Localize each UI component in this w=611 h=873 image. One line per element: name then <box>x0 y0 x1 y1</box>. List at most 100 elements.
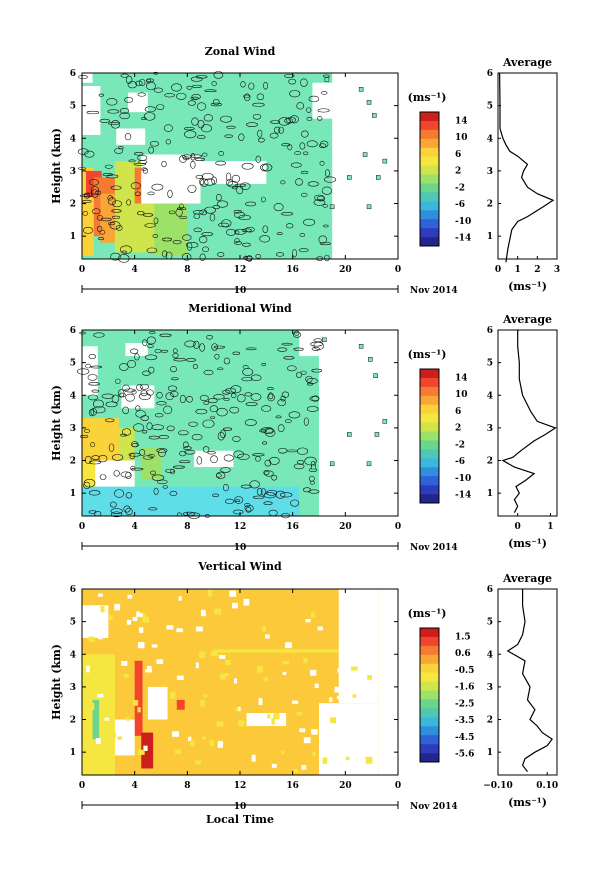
colorbar-swatch <box>420 219 439 229</box>
contour-line <box>262 225 269 233</box>
colorbar-tick-label: -4.5 <box>455 733 474 743</box>
heatmap-cell <box>174 749 181 754</box>
colorbar-tick-label: -0.5 <box>455 666 474 676</box>
colorbar-tick-label: 6 <box>455 407 461 417</box>
contour-line <box>121 250 127 254</box>
heatmap-cell <box>176 699 185 710</box>
contour-line <box>122 384 130 392</box>
contour-line <box>292 249 297 258</box>
average-y-tick-label: 5 <box>487 102 493 112</box>
contour-line <box>263 492 276 499</box>
heatmap-cell <box>223 673 230 677</box>
heatmap-cell <box>265 634 270 639</box>
colorbar-unit: (ms⁻¹) <box>408 91 447 104</box>
heatmap-cell <box>299 330 319 357</box>
contour-line <box>108 443 115 452</box>
contour-line <box>197 119 205 129</box>
contour-line <box>306 140 318 148</box>
data-point <box>366 461 372 467</box>
average-frame <box>497 329 558 517</box>
contour-line <box>140 390 148 397</box>
contour-line <box>78 74 88 80</box>
contour-line <box>301 130 309 138</box>
heatmap-cell <box>330 717 337 724</box>
contour-line <box>233 450 244 459</box>
contour-line <box>84 455 92 464</box>
contour-line <box>255 155 261 163</box>
contour-line <box>284 419 292 424</box>
contour-line <box>214 353 220 360</box>
heatmap-cell <box>140 613 146 618</box>
contour-line <box>110 252 121 261</box>
contour-line <box>131 441 139 448</box>
heatmap-cell <box>219 673 226 680</box>
contour-line <box>305 375 313 383</box>
colorbar-tick-label: -14 <box>455 234 471 244</box>
contour-line <box>134 353 140 361</box>
x-tick-label: 0 <box>395 781 401 791</box>
colorbar-swatch <box>420 156 439 166</box>
average-x-label: (ms⁻¹) <box>508 796 547 809</box>
contour-line <box>232 435 241 442</box>
contour-line <box>141 167 147 171</box>
contour-line <box>286 365 297 372</box>
colorbar-swatch <box>420 458 439 468</box>
contour-line <box>317 116 323 121</box>
contour-line <box>79 331 86 335</box>
y-tick-label: 3 <box>70 167 76 177</box>
average-x-tick-label: 1 <box>547 522 553 532</box>
heatmap-cell <box>293 768 298 774</box>
contour-line <box>131 467 144 471</box>
date-month: Nov 2014 <box>410 802 458 812</box>
contour-line <box>295 178 303 186</box>
contour-line <box>125 492 133 499</box>
contour-line <box>113 470 120 477</box>
average-y-tick-label: 6 <box>487 326 493 336</box>
contour-line <box>300 192 308 197</box>
contour-line <box>141 117 147 121</box>
contour-line <box>100 217 112 222</box>
contour-line <box>99 474 107 480</box>
heatmap-cell <box>229 590 237 597</box>
average-y-tick-label: 1 <box>487 232 493 242</box>
heatmap-cell <box>225 660 231 666</box>
contour-line <box>183 446 192 450</box>
y-tick-label: 1 <box>70 232 76 242</box>
data-point <box>329 461 335 467</box>
average-x-tick-label: 2 <box>534 265 540 275</box>
heatmap-cell <box>361 600 366 605</box>
heatmap-cell <box>251 754 256 762</box>
heatmap-cell <box>169 692 176 699</box>
panel-title: Zonal Wind <box>205 45 276 58</box>
colorbar-swatch <box>420 467 439 477</box>
heatmap-cell <box>156 659 164 665</box>
colorbar-swatch <box>420 183 439 193</box>
heatmap-cell <box>305 619 311 623</box>
contour-line <box>245 226 255 233</box>
x-tick-label: 0 <box>79 265 85 275</box>
contour-line <box>222 389 231 395</box>
contour-line <box>209 405 218 413</box>
contour-line <box>179 450 187 457</box>
contour-line <box>285 116 296 124</box>
contour-line <box>263 81 268 90</box>
heatmap-cell <box>133 700 139 706</box>
contour-line <box>203 114 213 122</box>
contour-line <box>192 84 202 88</box>
contour-line <box>163 124 173 132</box>
contour-line <box>164 93 175 98</box>
heatmap-cell <box>312 82 333 119</box>
contour-line <box>260 196 266 203</box>
contour-line <box>147 454 155 458</box>
colorbar-swatch <box>420 744 439 754</box>
y-axis-label: Height (km) <box>50 644 63 720</box>
contour-line <box>256 93 265 101</box>
contour-line <box>303 151 309 156</box>
colorbar-tick-label: -14 <box>455 491 471 501</box>
colorbar-frame <box>419 627 440 763</box>
data-point <box>374 432 380 437</box>
contour-line <box>135 80 143 86</box>
contour-line <box>221 219 232 228</box>
contour-line <box>85 363 91 369</box>
contour-line <box>294 151 302 155</box>
